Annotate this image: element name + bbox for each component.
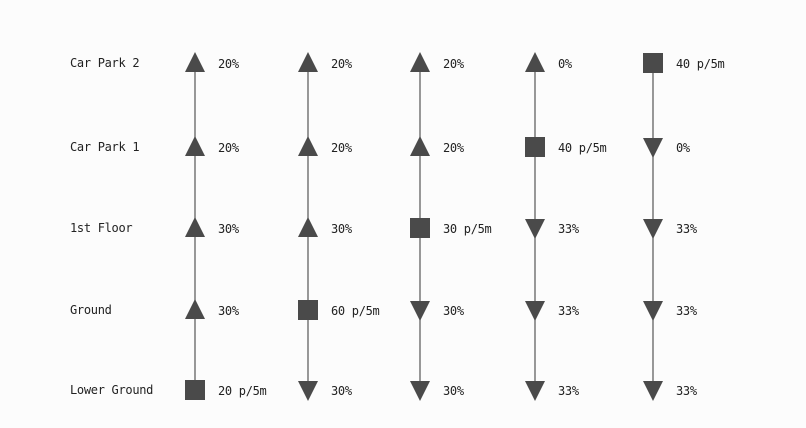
flow-value: 40 p/5m bbox=[558, 141, 607, 155]
up-arrow-icon bbox=[410, 52, 430, 72]
down-arrow-icon bbox=[410, 301, 430, 321]
floor-label: Car Park 1 bbox=[70, 140, 140, 154]
flow-value: 33% bbox=[676, 304, 697, 318]
flow-value: 20% bbox=[218, 57, 239, 71]
flow-value: 20% bbox=[443, 141, 464, 155]
flow-value: 33% bbox=[676, 222, 697, 236]
down-arrow-icon bbox=[525, 301, 545, 321]
flow-value: 33% bbox=[558, 304, 579, 318]
up-arrow-icon bbox=[525, 52, 545, 72]
down-arrow-icon bbox=[298, 381, 318, 401]
flow-value: 33% bbox=[676, 384, 697, 398]
up-arrow-icon bbox=[410, 136, 430, 156]
down-arrow-icon bbox=[643, 381, 663, 401]
flow-value: 40 p/5m bbox=[676, 57, 725, 71]
source-square-icon bbox=[410, 218, 430, 238]
flow-value: 20% bbox=[218, 141, 239, 155]
flow-value: 20% bbox=[443, 57, 464, 71]
flow-value: 33% bbox=[558, 384, 579, 398]
up-arrow-icon bbox=[298, 52, 318, 72]
flow-value: 0% bbox=[676, 141, 690, 155]
source-square-icon bbox=[525, 137, 545, 157]
flow-value: 60 p/5m bbox=[331, 304, 380, 318]
flow-value: 30% bbox=[218, 304, 239, 318]
flow-value: 20 p/5m bbox=[218, 384, 267, 398]
floor-label: 1st Floor bbox=[70, 221, 133, 235]
up-arrow-icon bbox=[185, 52, 205, 72]
flow-value: 30 p/5m bbox=[443, 222, 492, 236]
source-square-icon bbox=[298, 300, 318, 320]
up-arrow-icon bbox=[185, 136, 205, 156]
down-arrow-icon bbox=[643, 138, 663, 158]
flow-value: 0% bbox=[558, 57, 572, 71]
source-square-icon bbox=[643, 53, 663, 73]
flow-value: 30% bbox=[331, 222, 352, 236]
up-arrow-icon bbox=[185, 299, 205, 319]
down-arrow-icon bbox=[525, 381, 545, 401]
up-arrow-icon bbox=[185, 217, 205, 237]
source-square-icon bbox=[185, 380, 205, 400]
floor-label: Car Park 2 bbox=[70, 56, 140, 70]
floor-label: Lower Ground bbox=[70, 383, 154, 397]
down-arrow-icon bbox=[643, 219, 663, 239]
flow-value: 30% bbox=[443, 304, 464, 318]
flow-value: 33% bbox=[558, 222, 579, 236]
down-arrow-icon bbox=[643, 301, 663, 321]
flow-value: 20% bbox=[331, 141, 352, 155]
up-arrow-icon bbox=[298, 217, 318, 237]
down-arrow-icon bbox=[410, 381, 430, 401]
flow-value: 20% bbox=[331, 57, 352, 71]
flow-value: 30% bbox=[218, 222, 239, 236]
floor-label: Ground bbox=[70, 303, 112, 317]
flow-value: 30% bbox=[331, 384, 352, 398]
flow-value: 30% bbox=[443, 384, 464, 398]
up-arrow-icon bbox=[298, 136, 318, 156]
down-arrow-icon bbox=[525, 219, 545, 239]
